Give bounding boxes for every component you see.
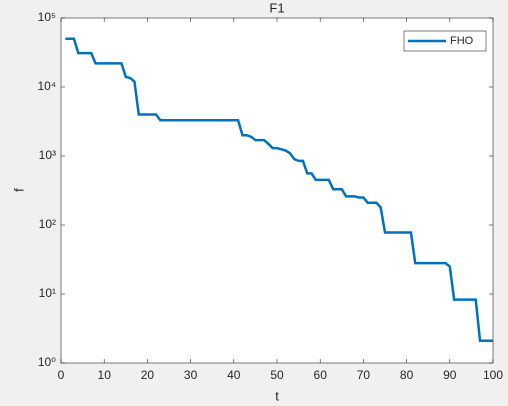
y-tick-label: 10¹ bbox=[39, 286, 56, 300]
plot-area bbox=[60, 17, 494, 364]
x-tick-label: 80 bbox=[400, 368, 414, 382]
x-tick-label: 70 bbox=[357, 368, 371, 382]
y-tick-label: 10³ bbox=[39, 148, 56, 162]
x-axis-label: t bbox=[275, 388, 279, 403]
legend-label: FHO bbox=[450, 35, 474, 47]
line-series bbox=[65, 37, 493, 343]
x-tick-label: 40 bbox=[227, 368, 241, 382]
y-tick-label: 10⁵ bbox=[38, 10, 56, 24]
y-tick-label: 10² bbox=[39, 217, 56, 231]
y-tick-label: 10⁰ bbox=[38, 355, 56, 369]
x-tick-label: 100 bbox=[483, 368, 503, 382]
x-tick-label: 0 bbox=[58, 368, 65, 382]
chart-title: F1 bbox=[269, 0, 284, 15]
x-tick-label: 30 bbox=[184, 368, 198, 382]
x-tick-label: 20 bbox=[141, 368, 155, 382]
x-tick-label: 10 bbox=[98, 368, 112, 382]
x-tick-label: 50 bbox=[270, 368, 284, 382]
y-axis-label: f bbox=[11, 188, 26, 192]
y-tick-label: 10⁴ bbox=[37, 79, 56, 93]
x-tick-label: 60 bbox=[314, 368, 328, 382]
x-tick-label: 90 bbox=[443, 368, 457, 382]
